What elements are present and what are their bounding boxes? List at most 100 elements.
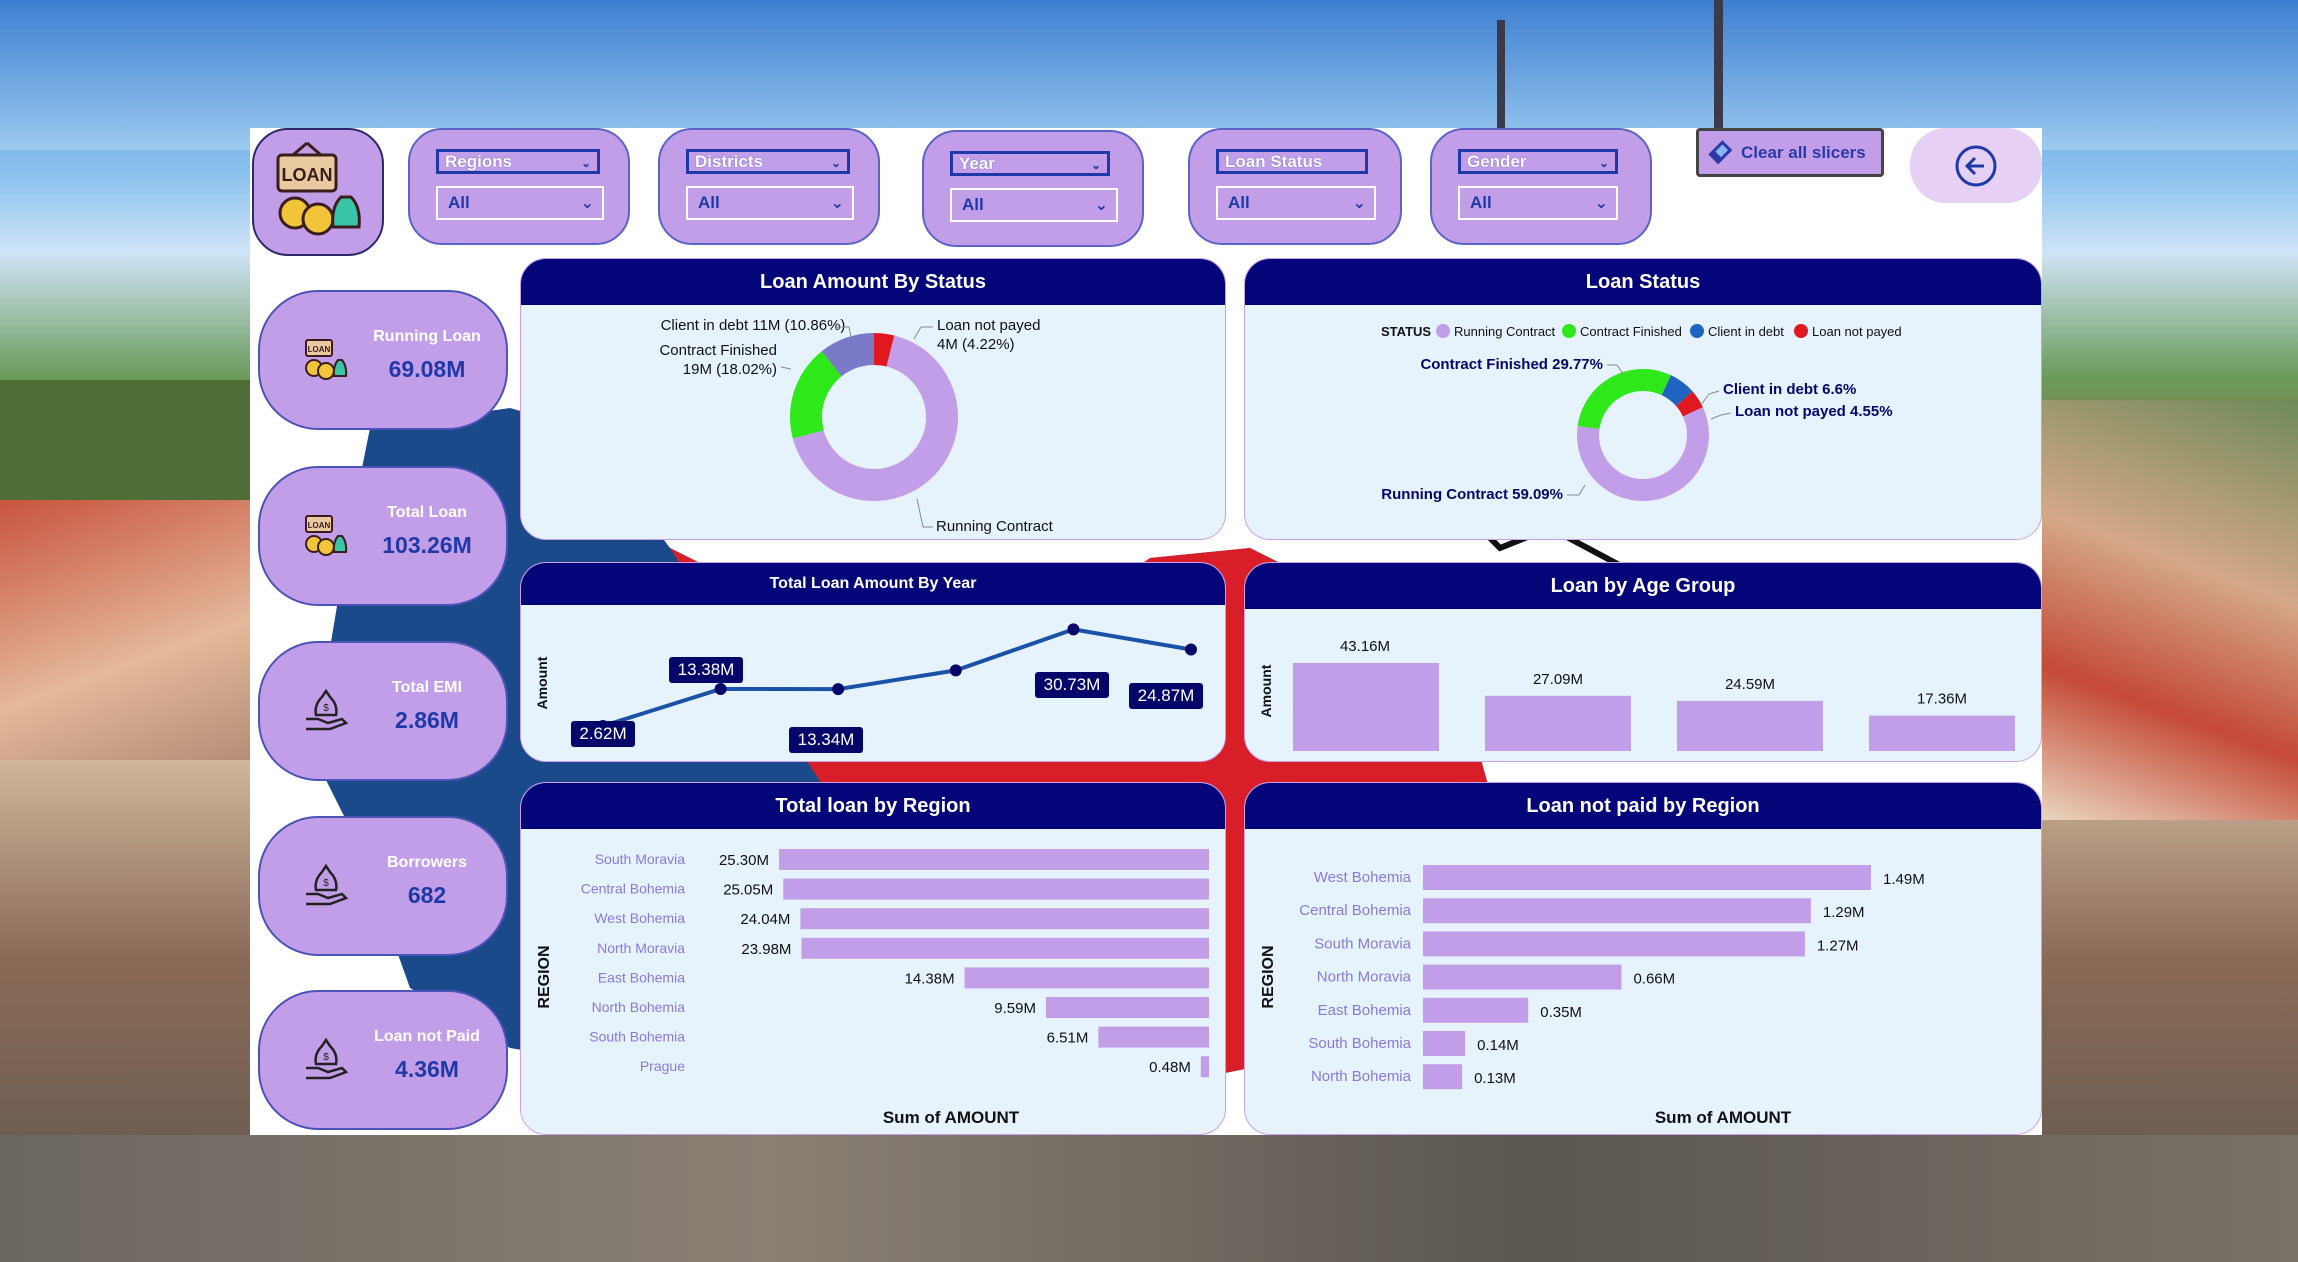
slice-label: Running Contract bbox=[936, 518, 1054, 535]
legend-entry: Client in debt bbox=[1708, 324, 1784, 339]
legend-dot bbox=[1690, 324, 1704, 338]
back-button[interactable] bbox=[1910, 128, 2042, 203]
bar bbox=[800, 908, 1209, 930]
donut-slice bbox=[1577, 407, 1709, 501]
legend-entry: Loan not payed bbox=[1812, 324, 1902, 339]
data-label: 43.16M bbox=[1340, 638, 1390, 655]
category-label: South Moravia bbox=[595, 851, 685, 867]
bar bbox=[1423, 931, 1805, 957]
loan-not-paid-by-region-bars: REGION West Bohemia 1.49M Central Bohemia 1.… bbox=[1260, 865, 1925, 1127]
slicer-regions[interactable]: Regions ⌄ All ⌄ bbox=[408, 128, 630, 245]
slicer-gender[interactable]: Gender ⌄ All ⌄ bbox=[1430, 128, 1652, 245]
category-label: South Moravia bbox=[1314, 935, 1411, 952]
kpi-value: 103.26M bbox=[382, 532, 472, 558]
svg-text:$: $ bbox=[323, 703, 329, 714]
clear-all-slicers-button[interactable]: Clear all slicers bbox=[1696, 128, 1884, 177]
data-label: 30.73M bbox=[1044, 675, 1101, 694]
donut-slice bbox=[821, 333, 874, 377]
axis-title: Amount bbox=[534, 656, 550, 709]
loan-status-donut: STATUS Running Contract Contract Finished C… bbox=[1381, 324, 1902, 503]
bar bbox=[1423, 898, 1811, 924]
slice-label: Contract Finished bbox=[659, 342, 777, 359]
kpi-label: Total EMI bbox=[392, 679, 462, 696]
bar bbox=[1046, 997, 1209, 1018]
panel-title: Total Loan Amount By Year bbox=[521, 563, 1225, 605]
data-label: 0.13M bbox=[1474, 1070, 1516, 1087]
axis-title: Amount bbox=[1258, 664, 1274, 717]
svg-text:LOAN: LOAN bbox=[308, 521, 331, 530]
bar bbox=[1098, 1026, 1209, 1048]
data-label: 2.62M bbox=[579, 724, 626, 743]
category-label: Central Bohemia bbox=[581, 881, 685, 897]
loan-coins-icon: LOAN bbox=[305, 515, 348, 556]
legend-dot bbox=[1436, 324, 1450, 338]
leader-line bbox=[1607, 364, 1624, 375]
bar bbox=[1869, 715, 2015, 751]
chevron-down-icon: ⌄ bbox=[1594, 195, 1608, 212]
slicer-year[interactable]: Year ⌄ All ⌄ bbox=[922, 130, 1144, 247]
bar bbox=[1423, 964, 1622, 990]
loan-logo: LOAN bbox=[252, 128, 384, 256]
donut-slice bbox=[792, 335, 958, 501]
background-trees bbox=[0, 380, 250, 500]
slice-label: Client in debt 6.6% bbox=[1723, 381, 1856, 398]
chevron-down-icon: ⌄ bbox=[1598, 156, 1609, 170]
slicer-dropdown[interactable]: All ⌄ bbox=[950, 188, 1118, 222]
slicer-dropdown[interactable]: All ⌄ bbox=[1458, 186, 1618, 220]
data-label: 25.30M bbox=[719, 852, 769, 869]
bar bbox=[1200, 1056, 1209, 1078]
slicer-dropdown[interactable]: All ⌄ bbox=[1216, 186, 1376, 220]
kpi-value: 69.08M bbox=[388, 356, 466, 382]
category-label: West Bohemia bbox=[1314, 869, 1412, 886]
data-label: 1.49M bbox=[1883, 871, 1925, 888]
category-label: North Bohemia bbox=[592, 999, 686, 1015]
kpi-loan-not-paid: $ Loan not Paid 4.36M bbox=[258, 990, 508, 1130]
background-square bbox=[0, 1135, 2298, 1262]
chevron-down-icon: ⌄ bbox=[580, 156, 591, 170]
slicer-dropdown[interactable]: All ⌄ bbox=[436, 186, 604, 220]
kpi-total-loan: LOAN Total Loan 103.26M bbox=[258, 466, 508, 606]
slicer-dropdown[interactable]: All ⌄ bbox=[686, 186, 854, 220]
data-label: 1.29M bbox=[1823, 904, 1865, 921]
data-label: 13.38M bbox=[678, 660, 735, 679]
bar bbox=[1485, 695, 1631, 751]
panel-loan-amount-by-status: Loan Amount By Status Running Contract 69… bbox=[520, 258, 1226, 540]
category-label: North Bohemia bbox=[1311, 1068, 1412, 1085]
data-label: 13.34M bbox=[798, 730, 855, 749]
panel-loan-not-paid-by-region: Loan not paid by Region REGION West Bohem… bbox=[1244, 782, 2042, 1135]
slicer-title: Districts ⌄ bbox=[686, 149, 850, 174]
panel-total-loan-by-year: Total Loan Amount By Year Amount 2.62M 13.… bbox=[520, 562, 1226, 762]
panel-total-loan-by-region: Total loan by Region REGION South Moravia… bbox=[520, 782, 1226, 1135]
data-point bbox=[1067, 623, 1080, 636]
chevron-down-icon: ⌄ bbox=[830, 156, 841, 170]
svg-text:$: $ bbox=[323, 1052, 329, 1063]
leader-line bbox=[916, 498, 933, 528]
loan-logo-icon: LOAN bbox=[276, 141, 361, 236]
kpi-label: Running Loan bbox=[373, 328, 481, 345]
svg-text:LOAN: LOAN bbox=[308, 345, 331, 354]
category-label: South Bohemia bbox=[1308, 1035, 1411, 1052]
leader-line bbox=[1567, 484, 1586, 496]
loan-logo-text: LOAN bbox=[282, 165, 333, 185]
data-label: 27.09M bbox=[1533, 671, 1583, 688]
chevron-down-icon: ⌄ bbox=[830, 195, 844, 212]
category-label: South Bohemia bbox=[589, 1029, 685, 1045]
kpi-label: Loan not Paid bbox=[374, 1028, 480, 1045]
slicer-districts[interactable]: Districts ⌄ All ⌄ bbox=[658, 128, 880, 245]
background-roofs-right bbox=[2042, 400, 2298, 820]
money-bag-hand-icon: $ bbox=[306, 1037, 349, 1080]
slice-label: Contract Finished 29.77% bbox=[1420, 356, 1603, 373]
category-label: North Moravia bbox=[597, 940, 685, 956]
chevron-down-icon: ⌄ bbox=[580, 195, 594, 212]
panel-loan-by-age-group: Loan by Age Group Amount 43.16M 27.09M 24.5… bbox=[1244, 562, 2042, 762]
background-tower-right bbox=[1714, 0, 1723, 130]
data-label-box bbox=[669, 657, 743, 683]
data-point bbox=[949, 664, 962, 677]
category-label: East Bohemia bbox=[598, 969, 685, 985]
data-label-box bbox=[1129, 683, 1203, 709]
slicer-title: Year ⌄ bbox=[950, 151, 1110, 176]
back-arrow-icon bbox=[1955, 145, 1997, 186]
data-label: 24.04M bbox=[740, 911, 790, 928]
slicer-loan-status[interactable]: Loan Status All ⌄ bbox=[1188, 128, 1402, 245]
slice-label: Running Contract 59.09% bbox=[1381, 486, 1563, 503]
